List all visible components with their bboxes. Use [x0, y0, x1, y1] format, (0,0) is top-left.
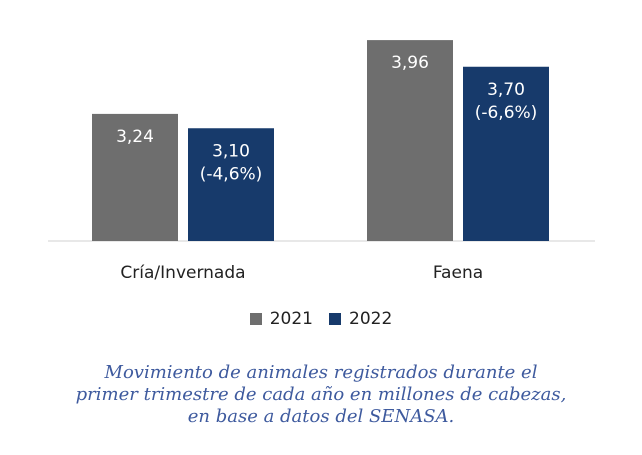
legend-label-2022: 2022 — [349, 309, 393, 329]
bar-2021 — [367, 40, 453, 241]
data-label: 3,70 — [487, 80, 525, 100]
legend-swatch-2021 — [249, 313, 262, 325]
data-label: (-4,6%) — [200, 164, 263, 184]
caption-line: en base a datos del SENASA. — [187, 406, 455, 427]
legend: 2021 2022 — [0, 309, 642, 329]
bar-2022 — [463, 66, 549, 241]
data-label: 3,24 — [116, 127, 154, 147]
caption-line: Movimiento de animales registrados duran… — [104, 362, 538, 383]
caption-line: primer trimestre de cada año en millones… — [75, 384, 567, 405]
chart-caption: Movimiento de animales registrados duran… — [0, 362, 642, 428]
category-label: Faena — [433, 263, 483, 283]
legend-item-2021: 2021 — [249, 309, 313, 329]
bar-2022 — [188, 128, 274, 241]
data-label: 3,96 — [391, 53, 429, 73]
legend-item-2022: 2022 — [329, 309, 392, 329]
data-label: 3,10 — [212, 141, 250, 161]
bar-chart: 3,24 3,10 (-4,6%) Cría/Invernada 3,96 3,70 (-6… — [48, 40, 595, 283]
bar-2021 — [92, 113, 178, 241]
legend-swatch-2022 — [329, 313, 341, 325]
category-label: Cría/Invernada — [120, 263, 245, 283]
data-label: (-6,6%) — [475, 103, 538, 123]
legend-label-2021: 2021 — [269, 309, 313, 329]
